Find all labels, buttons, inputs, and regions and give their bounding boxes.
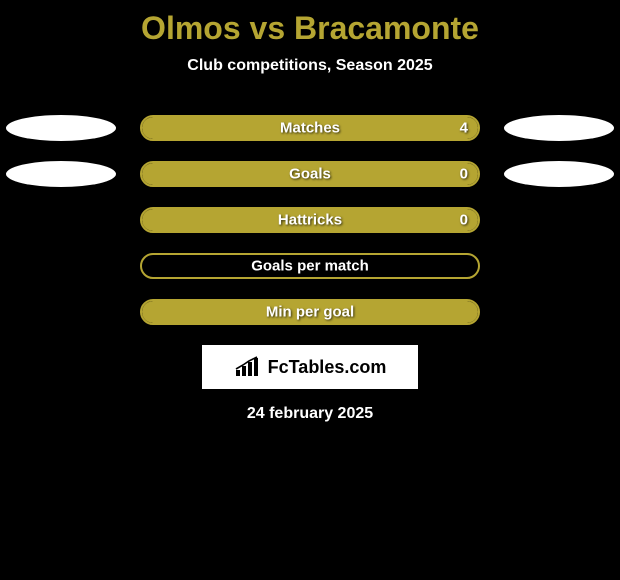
stat-bar: Matches4 <box>140 115 480 141</box>
stat-row: Matches4 <box>0 115 620 141</box>
stat-bar-fill <box>142 117 478 139</box>
stat-bar: Goals per match <box>140 253 480 279</box>
left-ellipse <box>6 161 116 187</box>
stat-label: Goals per match <box>142 258 478 275</box>
stat-rows: Matches4 Goals0 Hattricks0 Goals per match M… <box>0 115 620 325</box>
stat-bar-fill <box>142 301 478 323</box>
logo-box: FcTables.com <box>202 345 418 389</box>
stat-bar-fill <box>142 163 478 185</box>
date-caption: 24 february 2025 <box>0 405 620 423</box>
logo-text: FcTables.com <box>268 357 387 378</box>
stat-row: Goals per match <box>0 253 620 279</box>
stat-bar: Hattricks0 <box>140 207 480 233</box>
chart-icon <box>234 356 262 378</box>
left-ellipse <box>6 115 116 141</box>
stat-bar-fill <box>142 209 478 231</box>
page-title: Olmos vs Bracamonte <box>0 0 620 47</box>
stat-bar: Goals0 <box>140 161 480 187</box>
right-ellipse <box>504 115 614 141</box>
subtitle: Club competitions, Season 2025 <box>0 57 620 75</box>
stat-bar: Min per goal <box>140 299 480 325</box>
stat-row: Min per goal <box>0 299 620 325</box>
right-ellipse <box>504 161 614 187</box>
stat-row: Hattricks0 <box>0 207 620 233</box>
stat-row: Goals0 <box>0 161 620 187</box>
